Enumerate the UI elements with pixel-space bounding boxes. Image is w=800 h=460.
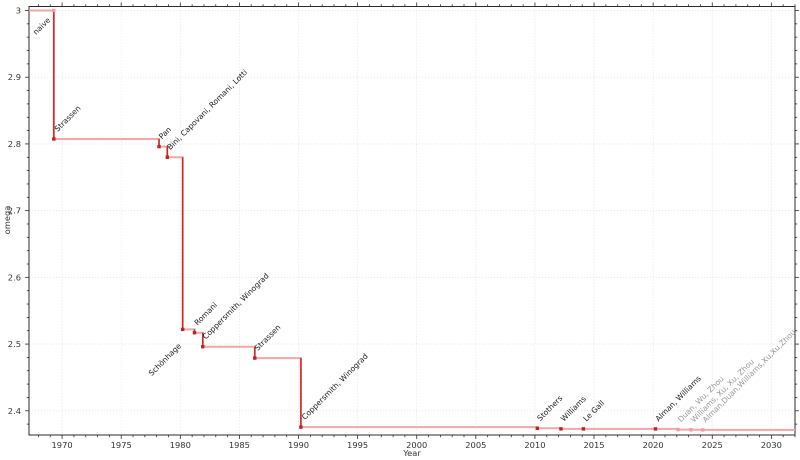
y-tick-label: 2.6 [8,272,21,282]
x-tick-label: 2005 [465,440,486,450]
marker-layer [52,8,705,432]
point-annotation: Bini, Capovani, Romani, Lotti [165,68,249,152]
data-point [157,144,161,149]
y-tick-label: 2.7 [8,206,21,216]
x-tick-label: 2025 [702,440,723,450]
data-point [52,137,56,141]
data-point [201,345,205,349]
x-tick-label: 2000 [406,440,427,450]
point-annotation: Williams, Xu, Xu, Zhou [689,357,756,424]
data-point [535,426,540,431]
point-annotation: Strassen [53,104,83,134]
y-axis-title: omega [2,206,12,235]
omega-step-line [29,9,795,431]
x-tick-label: 1970 [52,440,73,450]
data-point [676,427,680,432]
data-point [701,428,705,432]
x-axis-title: Year [402,448,421,458]
data-point [165,155,170,159]
series-layer [29,9,795,431]
data-point [253,356,257,360]
x-tick-label: 1980 [170,440,191,450]
x-tick-label: 1975 [111,440,132,450]
data-point [299,425,303,429]
data-point-naive [52,8,56,13]
point-annotation: Schönhage [147,341,183,377]
y-tick-label: 3 [16,6,21,16]
data-point [180,327,185,332]
y-tick-label: 2.9 [8,72,21,82]
y-tick-label: 2.4 [8,406,21,416]
plot-frame [28,6,796,436]
x-tick-label: 1995 [347,440,368,450]
tick-label-layer: 1970 1975 1980 1985 1990 1995 2000 2005 2010 2015… [8,6,782,450]
y-tick-label: 2.8 [8,139,21,149]
point-annotation: naive [31,15,52,36]
grid-layer [29,6,795,435]
data-point [559,427,563,431]
point-annotation: Strassen [253,323,283,353]
data-point [689,428,693,432]
x-tick-label: 2010 [524,440,545,450]
data-point [192,331,197,335]
y-tick-label: 2.5 [8,339,21,349]
x-tick-label: 2030 [761,440,782,450]
data-point [581,427,586,431]
axes-frame-layer [28,6,796,436]
x-tick-label: 1985 [229,440,250,450]
x-tick-label: 1990 [288,440,309,450]
point-annotation: Alman,Duan,Williams,Xu,Xu,Zhou [701,328,798,425]
x-tick-label: 2015 [583,440,604,450]
data-point [653,427,658,431]
tick-layer [25,2,799,439]
x-tick-label: 2020 [643,440,664,450]
